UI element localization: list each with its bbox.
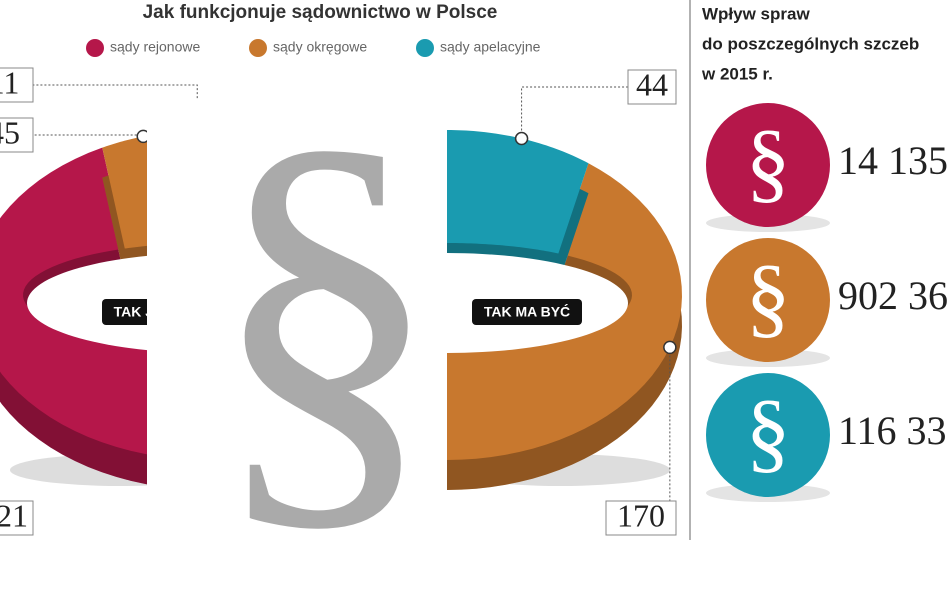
panel-title: Wpływ spraw [702,4,810,23]
slice [447,163,682,460]
panel-title: do poszczególnych szczeb [702,34,919,53]
leader-line [33,84,198,131]
panel-value: 14 135 [838,138,948,183]
legend-label: sądy okręgowe [273,39,367,55]
value-box [605,500,677,536]
leader-line [521,86,628,139]
value-label: 45 [0,114,20,150]
value-label: 321 [0,497,28,533]
value-box [0,500,34,536]
icon-circle [706,238,830,362]
badge-label: TAK MA BYĆ [484,303,570,320]
legend-label: sądy apelacyjne [440,39,541,55]
legend-swatch [416,39,434,57]
panel-value: 902 36 [838,273,948,318]
value-label: 11 [0,64,19,100]
chart-title: Jak funkcjonuje sądownictwo w Polsce [143,2,498,23]
icon-symbol: § [746,113,791,212]
leader-dot [663,340,677,355]
legend-swatch [249,39,267,57]
value-label: 170 [617,497,665,533]
panel-title: w 2015 r. [701,64,773,83]
badge [472,299,582,325]
big-symbol: § [208,51,443,572]
value-box [627,69,677,105]
panel-value: 116 33 [838,408,947,453]
legend-swatch [86,39,104,57]
cut [147,100,447,520]
icon-circle [706,103,830,227]
icon-circle [706,373,830,497]
leader-dot [514,131,529,146]
slice [447,130,589,254]
legend-label: sądy rejonowe [110,39,200,55]
value-box [0,117,34,153]
icon-symbol: § [746,248,791,347]
icon-symbol: § [746,383,791,482]
value-label: 44 [636,66,668,102]
value-box [0,67,34,103]
